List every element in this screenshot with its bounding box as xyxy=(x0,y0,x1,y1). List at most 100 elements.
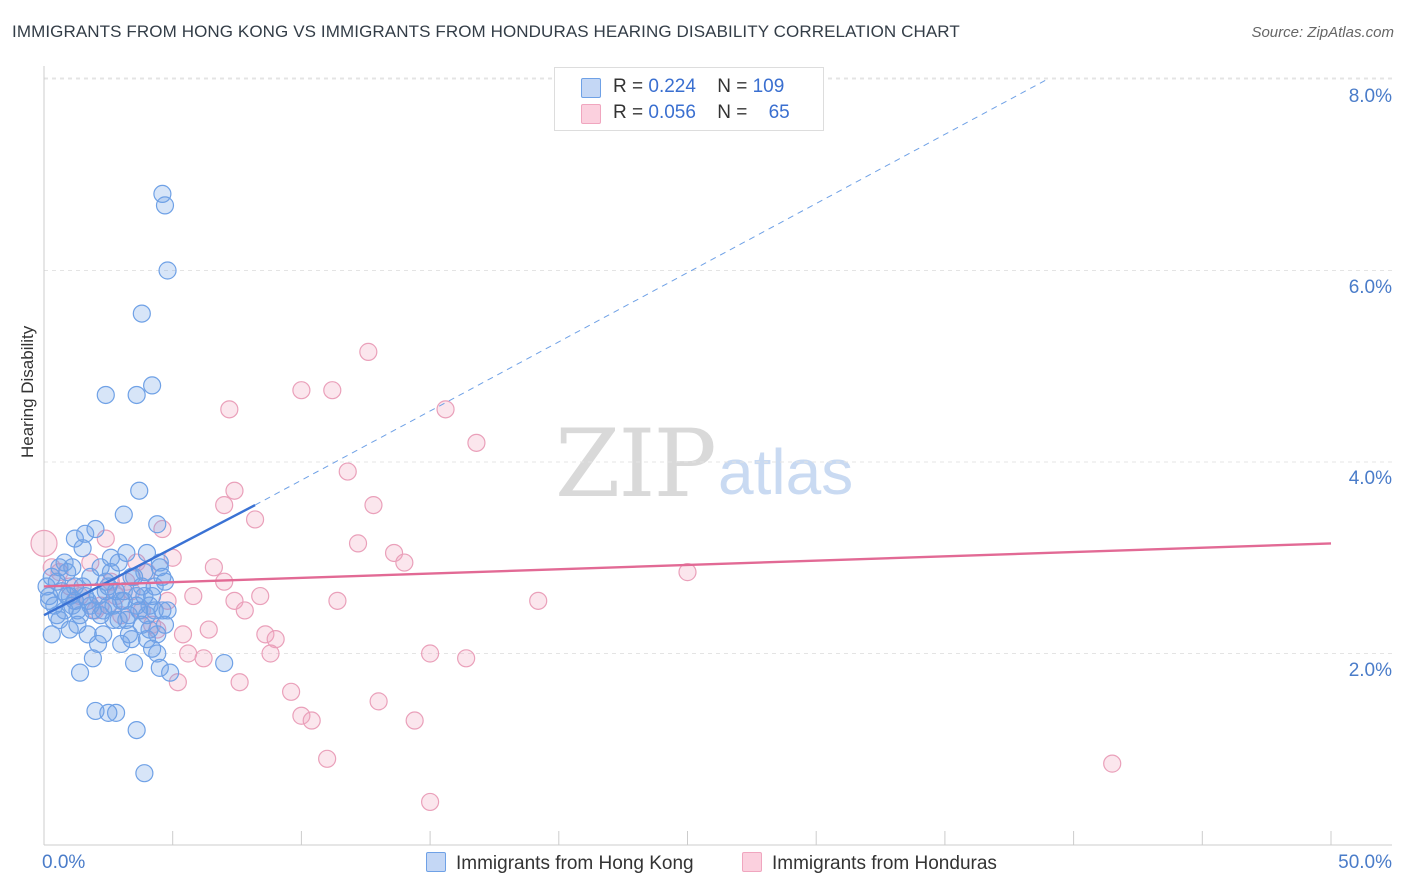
point-honduras xyxy=(421,792,440,812)
point-honduras xyxy=(81,553,100,572)
point-hong-kong xyxy=(148,625,167,644)
n-label: N = xyxy=(717,102,753,123)
y-tick-label: 8.0% xyxy=(1348,86,1392,107)
r-value: 0.224 xyxy=(648,76,696,97)
point-honduras xyxy=(302,711,321,730)
legend-swatch-blue xyxy=(426,852,446,872)
point-honduras xyxy=(364,495,383,515)
point-honduras xyxy=(199,620,218,639)
point-honduras xyxy=(282,682,301,701)
point-hong-kong xyxy=(109,610,128,630)
watermark-zip: ZIP xyxy=(555,410,717,519)
point-hong-kong xyxy=(119,625,139,644)
stats-box: R = 0.224 N = 109 R = 0.056 N = 65 xyxy=(554,67,824,131)
point-hong-kong xyxy=(215,653,234,673)
point-honduras xyxy=(467,433,486,452)
point-hong-kong xyxy=(114,505,133,524)
point-hong-kong xyxy=(127,720,146,740)
point-hong-kong xyxy=(63,558,82,577)
point-hong-kong xyxy=(65,529,84,548)
x-tick-label-max: 50.0% xyxy=(1338,852,1392,873)
point-hong-kong xyxy=(73,539,92,558)
stats-swatch-pink xyxy=(581,104,601,124)
point-honduras xyxy=(359,342,378,361)
point-honduras xyxy=(220,400,239,419)
point-hong-kong xyxy=(143,586,162,606)
point-honduras xyxy=(421,644,440,663)
point-hong-kong xyxy=(86,519,105,539)
point-honduras xyxy=(168,673,187,692)
legend-item-honduras: Immigrants from Honduras xyxy=(742,852,997,875)
trendline-honduras xyxy=(43,542,1332,588)
point-honduras xyxy=(204,558,223,577)
point-hong-kong xyxy=(96,385,115,405)
point-honduras xyxy=(235,601,254,620)
point-hong-kong xyxy=(119,606,139,625)
point-honduras xyxy=(266,630,285,649)
point-honduras xyxy=(179,644,198,663)
point-hong-kong xyxy=(112,634,131,654)
point-hong-kong xyxy=(130,481,149,500)
point-honduras xyxy=(436,400,455,419)
point-honduras xyxy=(251,586,270,606)
point-hong-kong xyxy=(99,703,118,722)
legend-label: Immigrants from Honduras xyxy=(772,853,997,874)
legend-item-hong-kong: Immigrants from Hong Kong xyxy=(426,852,694,875)
point-honduras xyxy=(215,495,234,515)
point-honduras xyxy=(225,481,244,500)
n-value: 65 xyxy=(768,102,790,123)
legend-label: Immigrants from Hong Kong xyxy=(456,853,694,874)
point-honduras xyxy=(348,534,368,553)
point-hong-kong xyxy=(122,630,141,649)
point-hong-kong xyxy=(153,567,172,587)
point-hong-kong xyxy=(91,606,110,625)
point-honduras xyxy=(369,692,388,711)
point-honduras xyxy=(395,553,414,572)
stats-row-pink: R = 0.056 N = 65 xyxy=(613,102,790,126)
point-hong-kong xyxy=(137,606,157,625)
point-hong-kong xyxy=(158,601,177,620)
point-honduras xyxy=(1103,754,1122,773)
point-hong-kong xyxy=(94,625,113,644)
point-hong-kong xyxy=(148,644,167,663)
point-hong-kong xyxy=(124,653,144,673)
point-honduras xyxy=(256,625,275,644)
point-honduras xyxy=(292,706,311,725)
point-hong-kong xyxy=(161,663,180,682)
legend-swatch-pink xyxy=(742,852,762,872)
point-hong-kong xyxy=(106,703,126,722)
point-hong-kong xyxy=(70,663,90,682)
point-hong-kong xyxy=(76,524,95,543)
point-honduras xyxy=(194,649,213,668)
watermark-atlas: atlas xyxy=(718,436,854,508)
point-honduras xyxy=(338,462,357,481)
point-hong-kong xyxy=(143,376,162,395)
point-honduras xyxy=(323,381,342,400)
point-hong-kong xyxy=(158,261,177,280)
point-honduras xyxy=(529,591,548,610)
stats-swatch-blue xyxy=(581,78,601,98)
point-hong-kong xyxy=(112,591,131,610)
point-honduras xyxy=(292,381,311,400)
point-honduras xyxy=(184,586,203,606)
x-tick-label-min: 0.0% xyxy=(42,852,86,873)
y-tick-label: 2.0% xyxy=(1348,660,1392,681)
point-hong-kong xyxy=(155,196,175,215)
point-honduras xyxy=(245,510,265,529)
trendline-hong-kong-extension xyxy=(254,78,1049,506)
point-honduras xyxy=(230,673,249,692)
point-hong-kong xyxy=(117,543,136,563)
point-hong-kong xyxy=(153,184,172,203)
n-label: N = xyxy=(717,76,753,97)
point-hong-kong xyxy=(50,610,69,630)
point-hong-kong xyxy=(117,610,136,630)
point-hong-kong xyxy=(135,764,154,783)
point-honduras xyxy=(457,649,476,668)
point-honduras xyxy=(678,563,697,582)
r-label: R = xyxy=(613,102,649,123)
point-hong-kong xyxy=(109,553,128,572)
r-value: 0.056 xyxy=(648,102,696,123)
point-hong-kong xyxy=(42,625,61,644)
point-honduras xyxy=(328,591,347,610)
